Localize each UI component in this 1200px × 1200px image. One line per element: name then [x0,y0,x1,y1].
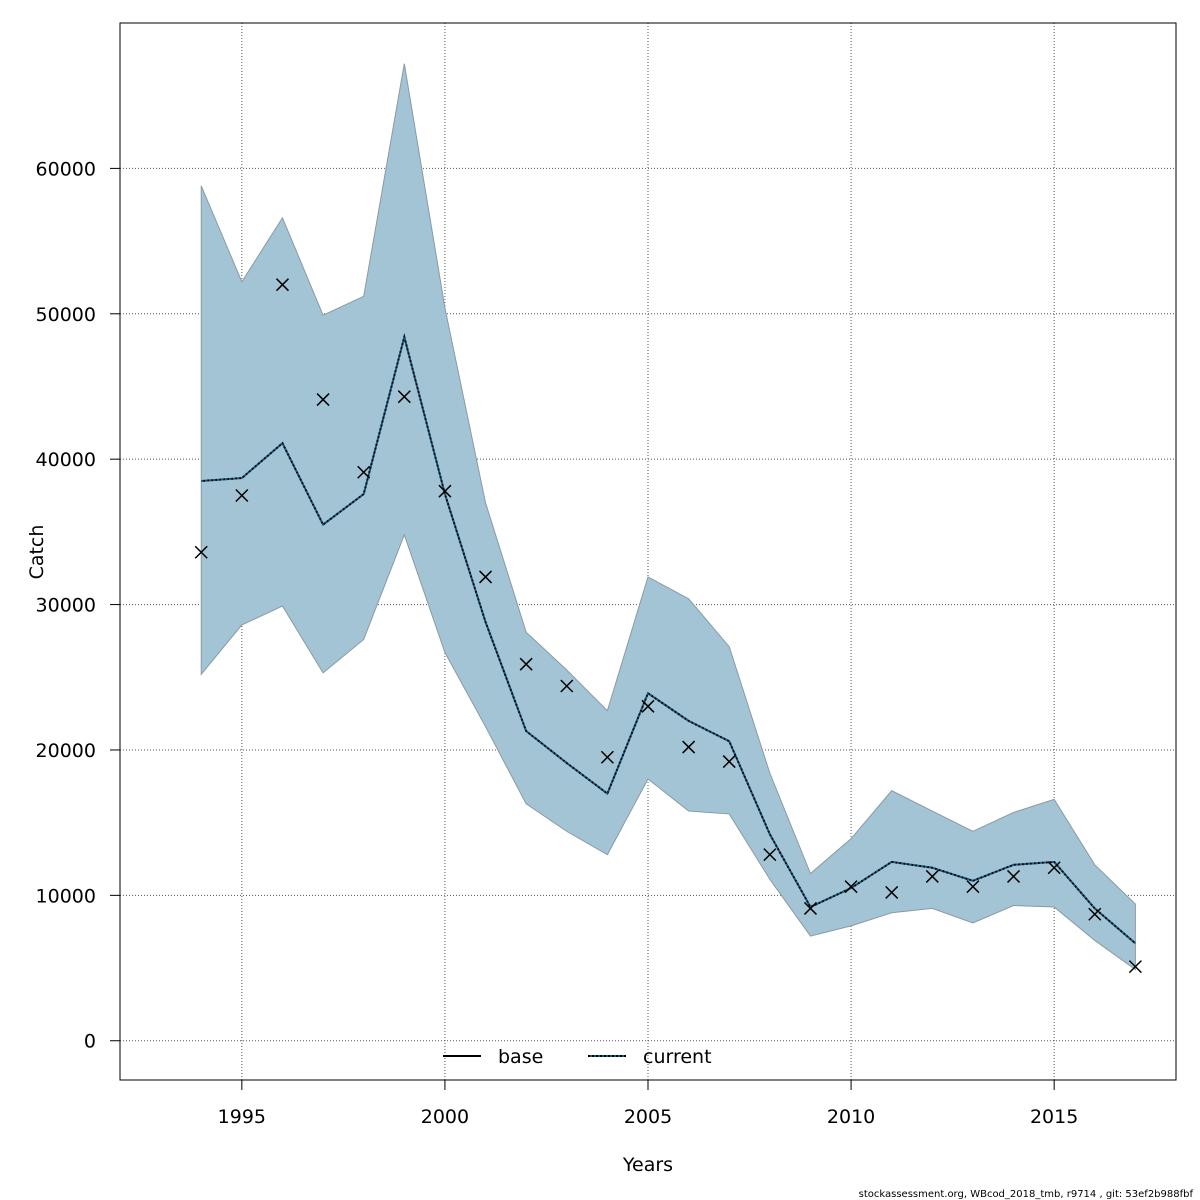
series-lines-layer [201,333,1137,945]
observed-point-stroke-b [357,465,371,479]
confidence-band [200,63,1136,971]
observed-point [966,880,980,894]
series-line-current [201,333,1137,945]
y-tick-label: 30000 [36,595,96,617]
observed-point [357,465,371,479]
observed-point-stroke-b [682,740,696,754]
observed-point-stroke-b [722,755,736,769]
observed-point-stroke-b [803,901,817,915]
observed-point-stroke-b [600,750,614,764]
observed-point-stroke-b [885,885,899,899]
y-tick-label: 0 [84,1031,96,1053]
observed-point-stroke-b [641,699,655,713]
x-tick-label: 2000 [421,1106,469,1128]
legend-base-label: base [498,1046,543,1068]
observed-point-stroke-b [925,869,939,883]
x-tick-label: 1995 [218,1106,266,1128]
observed-point-stroke-b [1007,869,1021,883]
y-tick-label: 50000 [36,304,96,326]
legend: base current [443,1046,712,1068]
observed-point [641,699,655,713]
observed-point-stroke-b [316,393,330,407]
observed-point [438,484,452,498]
observed-point [1007,869,1021,883]
observed-markers-layer [194,278,1142,974]
observed-point [885,885,899,899]
observed-point [763,848,777,862]
observed-point-stroke-b [275,278,289,292]
y-tick-label: 20000 [36,740,96,762]
observed-point-stroke-b [438,484,452,498]
x-axis-title: Years [622,1154,673,1176]
observed-point [519,657,533,671]
x-tick-label: 2010 [827,1106,875,1128]
observed-point [844,880,858,894]
observed-point [194,545,208,559]
observed-point-stroke-b [235,488,249,503]
observed-point [600,750,614,764]
y-axis-title: Catch [26,525,48,580]
observed-point-stroke-b [763,848,777,862]
observed-point-stroke-b [1128,960,1142,974]
observed-point-stroke-b [479,570,493,584]
observed-point-stroke-b [1088,907,1102,921]
x-tick-label: 2015 [1030,1106,1078,1128]
y-tick-label: 10000 [36,885,96,907]
observed-point [682,740,696,754]
legend-current-label: current [643,1046,712,1068]
observed-point [1128,960,1142,974]
x-tick-label: 2005 [624,1106,672,1128]
observed-point [1088,907,1102,921]
observed-point [925,869,939,883]
observed-point [275,278,289,292]
observed-point [235,488,249,503]
observed-point-stroke-b [966,880,980,894]
observed-point-stroke-b [844,880,858,894]
observed-point [479,570,493,584]
observed-point-stroke-b [1047,861,1061,875]
y-tick-label: 40000 [36,449,96,471]
observed-point [722,755,736,769]
observed-point-stroke-b [560,679,574,693]
observed-point [397,390,411,404]
observed-point [803,901,817,915]
x-axis: 1995 2000 2005 2010 2015 [218,1080,1078,1128]
confidence-band-layer [200,63,1136,971]
footer-credit: stockassessment.org, WBcod_2018_tmb, r97… [859,1189,1194,1200]
observed-point [560,679,574,693]
observed-point [1047,861,1061,875]
observed-point-stroke-b [397,390,411,404]
series-line-current-dark [201,333,1137,945]
observed-point [316,393,330,407]
observed-point-stroke-b [194,545,208,559]
observed-point-stroke-b [519,657,533,671]
y-tick-label: 60000 [36,158,96,180]
y-axis: 0 10000 20000 30000 40000 50000 60000 [36,158,120,1053]
